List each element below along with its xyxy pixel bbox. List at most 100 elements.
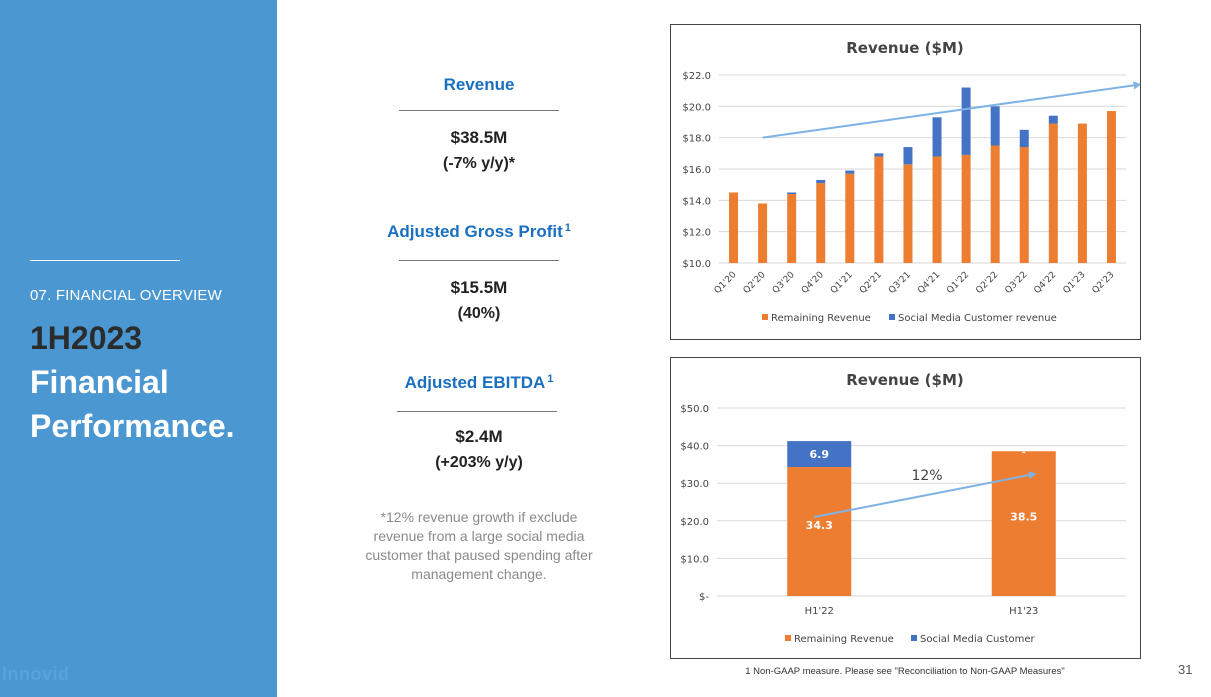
metric-divider [397, 411, 557, 412]
data-label-social: - [1022, 448, 1026, 458]
bar-social-media-revenue [932, 117, 942, 157]
x-tick-label: Q3'20 [771, 270, 797, 296]
bar-remaining-revenue [729, 192, 739, 263]
footnote-marker: 1 [564, 222, 571, 234]
bar-remaining-revenue [758, 203, 768, 263]
metric-heading-gross-profit: Adjusted Gross Profit 1 [387, 222, 571, 241]
y-tick-label: $16.0 [682, 165, 711, 176]
bar-remaining-revenue [874, 156, 884, 263]
metric-heading-ebitda: Adjusted EBITDA 1 [404, 373, 554, 392]
legend-label-social: Social Media Customer revenue [898, 313, 1057, 324]
y-tick-label: $10.0 [680, 554, 709, 565]
y-tick-label: $14.0 [682, 196, 711, 207]
x-tick-label: Q2'21 [858, 270, 884, 296]
bar-social-media-revenue [787, 192, 797, 195]
y-tick-label: $20.0 [682, 102, 711, 113]
bar-remaining-revenue [932, 156, 942, 263]
section-label: 07. FINANCIAL OVERVIEW [30, 287, 222, 304]
bar-remaining-revenue [845, 173, 855, 263]
chart-title: Revenue ($M) [846, 371, 964, 389]
y-tick-label: $50.0 [680, 404, 709, 415]
y-tick-label: $30.0 [680, 479, 709, 490]
y-tick-label: $20.0 [680, 517, 709, 528]
x-tick-label: H1'22 [805, 606, 834, 617]
bar-remaining-revenue [1048, 123, 1058, 263]
data-label-social: 6.9 [810, 448, 830, 461]
revenue-footnote: *12% revenue growth if exclude revenue f… [365, 509, 593, 582]
legend-swatch-remaining [762, 314, 768, 320]
legend-swatch-social [889, 314, 895, 320]
chart-title: Revenue ($M) [846, 39, 964, 57]
x-tick-label: Q1'22 [945, 270, 971, 296]
x-tick-label: Q2'20 [742, 270, 768, 296]
legend-label-remaining: Remaining Revenue [794, 634, 894, 645]
bar-remaining-revenue [990, 145, 1000, 263]
sidebar-divider [30, 260, 180, 261]
non-gaap-note: 1 Non-GAAP measure. Please see "Reconcil… [745, 666, 1065, 677]
y-tick-label: $12.0 [682, 228, 711, 239]
x-tick-label: Q1'20 [713, 270, 739, 296]
trend-arrow [814, 471, 1037, 519]
legend-label-remaining: Remaining Revenue [771, 313, 871, 324]
y-tick-label: $- [699, 592, 709, 603]
x-tick-label: Q4'20 [800, 270, 826, 296]
bar-social-media-revenue [874, 153, 884, 157]
x-tick-label: Q3'21 [887, 270, 913, 296]
y-tick-label: $18.0 [682, 134, 711, 145]
bar-remaining-revenue [787, 467, 852, 596]
x-tick-label: Q1'23 [1062, 270, 1088, 296]
legend-swatch-remaining [785, 635, 791, 641]
quarterly-revenue-svg: Revenue ($M) $10.0 $12.0 $14.0 $16.0 $18.0 $20… [682, 39, 1140, 324]
metric-heading-revenue: Revenue [443, 75, 515, 94]
metric-sub-revenue: (-7% y/y)* [442, 155, 516, 172]
bar-remaining-revenue [903, 164, 913, 263]
x-tick-label: H1'23 [1009, 606, 1038, 617]
legend-swatch-social [911, 635, 917, 641]
bar-remaining-revenue [991, 451, 1056, 596]
bar-remaining-revenue [1077, 123, 1087, 263]
slide-title-line-3: Performance. [30, 408, 235, 444]
x-tick-label: Q2'23 [1091, 270, 1117, 296]
company-logo: Innovid [2, 664, 70, 684]
x-tick-label: Q4'22 [1032, 270, 1058, 296]
growth-annotation: 12% [911, 468, 942, 484]
bar-remaining-revenue [816, 183, 826, 263]
slide-title-line-1: 1H2023 [30, 320, 143, 356]
bar-social-media-revenue [961, 87, 971, 155]
metric-divider [399, 110, 559, 111]
metric-divider [399, 260, 559, 261]
x-tick-label: Q1'21 [829, 270, 855, 296]
data-label-remaining: 34.3 [806, 519, 833, 532]
metric-sub-ebitda: (+203% y/y) [435, 454, 523, 471]
bar-social-media-revenue [845, 170, 855, 174]
y-tick-label: $40.0 [680, 442, 709, 453]
bar-social-media-revenue [903, 147, 913, 165]
bar-social-media-revenue [1019, 129, 1029, 148]
bar-social-media-revenue [787, 441, 852, 468]
x-tick-label: Q2'22 [974, 270, 1000, 296]
bar-remaining-revenue [787, 194, 797, 263]
bar-remaining-revenue [961, 154, 971, 263]
metric-value-ebitda: $2.4M [455, 427, 503, 446]
data-label-remaining: 38.5 [1010, 510, 1037, 523]
slide-title: 1H2023 Financial Performance. [30, 316, 270, 448]
quarterly-revenue-chart: Revenue ($M) $10.0 $12.0 $14.0 $16.0 $18.0 $20… [670, 24, 1141, 340]
legend-label-social: Social Media Customer [920, 634, 1036, 645]
slide-title-line-2: Financial [30, 364, 169, 400]
x-tick-label: Q3'22 [1003, 270, 1029, 296]
y-tick-label: $22.0 [682, 71, 711, 82]
metric-value-gross-profit: $15.5M [450, 278, 508, 297]
metric-sub-gross-profit: (40%) [457, 305, 501, 322]
half-year-revenue-svg: Revenue ($M) $- $10.0 $20.0 $30.0 $40.0 $50.0 3… [680, 371, 1126, 645]
y-tick-label: $10.0 [682, 259, 711, 270]
sidebar-panel: 07. FINANCIAL OVERVIEW 1H2023 Financial … [0, 0, 277, 697]
footnote-marker: 1 [547, 373, 554, 385]
page-number: 31 [1178, 662, 1193, 677]
bar-remaining-revenue [1106, 111, 1116, 264]
x-tick-label: Q4'21 [916, 270, 942, 296]
bar-social-media-revenue [990, 106, 1000, 146]
bar-remaining-revenue [1019, 147, 1029, 263]
bar-social-media-revenue [1048, 115, 1058, 124]
trend-arrow [762, 81, 1140, 139]
metric-value-revenue: $38.5M [450, 128, 508, 147]
